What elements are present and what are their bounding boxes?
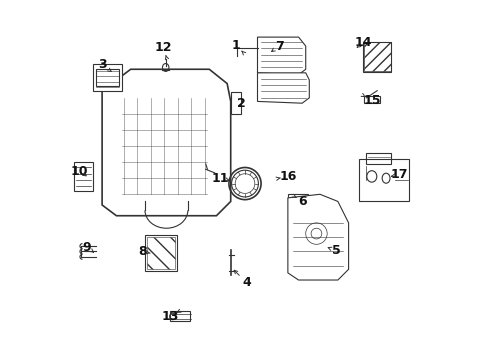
Text: 8: 8 (138, 245, 147, 258)
Text: 9: 9 (83, 240, 92, 254)
Polygon shape (359, 158, 409, 202)
Bar (145, 235, 177, 271)
Polygon shape (288, 194, 348, 280)
Bar (96, 68, 119, 86)
Text: 2: 2 (237, 97, 246, 110)
Text: 1: 1 (232, 39, 241, 52)
Polygon shape (258, 73, 309, 103)
Polygon shape (231, 93, 242, 114)
Text: 7: 7 (275, 40, 284, 53)
Text: 15: 15 (363, 94, 381, 107)
Text: 12: 12 (155, 41, 172, 54)
Text: 3: 3 (98, 58, 106, 72)
Bar (147, 237, 175, 269)
Text: 13: 13 (161, 310, 179, 323)
Polygon shape (74, 162, 93, 191)
Text: 17: 17 (391, 168, 408, 181)
Text: 10: 10 (71, 165, 88, 177)
Polygon shape (258, 37, 306, 75)
Bar (364, 96, 380, 103)
Text: 16: 16 (279, 170, 296, 183)
Bar (288, 194, 308, 202)
Text: 4: 4 (243, 276, 251, 289)
Polygon shape (102, 69, 231, 216)
Polygon shape (93, 64, 122, 91)
Bar (367, 153, 392, 164)
Bar (363, 41, 392, 72)
Text: 11: 11 (212, 172, 229, 185)
Bar (170, 311, 190, 321)
Text: 5: 5 (332, 244, 341, 257)
Bar (364, 42, 391, 71)
Text: 6: 6 (298, 195, 307, 208)
Text: 14: 14 (355, 36, 372, 49)
